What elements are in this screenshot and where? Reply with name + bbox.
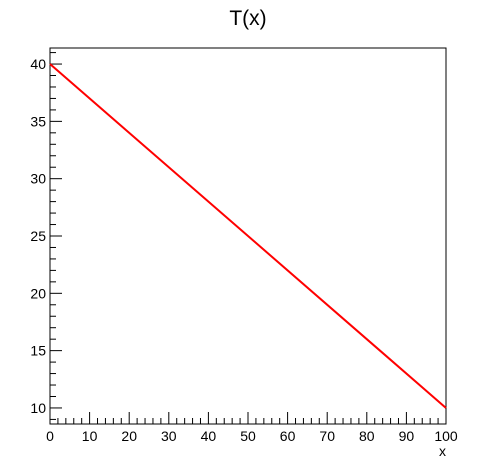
x-tick-label: 100 [434, 428, 458, 444]
y-tick-label: 20 [30, 285, 46, 301]
y-tick-label: 35 [30, 113, 46, 129]
y-tick-label: 15 [30, 343, 46, 359]
x-tick-label: 20 [121, 428, 137, 444]
x-axis: 0 10 20 30 40 50 60 70 80 90 100 [46, 412, 458, 444]
y-tick-label: 30 [30, 171, 46, 187]
x-tick-label: 90 [399, 428, 415, 444]
x-tick-label: 0 [46, 428, 54, 444]
x-axis-title: x [439, 443, 446, 459]
y-axis: 10 15 20 25 30 35 40 [30, 52, 62, 420]
series-line [49, 63, 447, 409]
y-tick-label: 10 [30, 400, 46, 416]
x-tick-label: 30 [161, 428, 177, 444]
chart-title: T(x) [229, 7, 266, 30]
y-tick-label: 25 [30, 228, 46, 244]
x-tick-label: 40 [201, 428, 217, 444]
series-layer [49, 63, 447, 409]
x-tick-label: 80 [359, 428, 375, 444]
x-tick-label: 70 [319, 428, 335, 444]
x-tick-label: 60 [280, 428, 296, 444]
y-tick-label: 40 [30, 56, 46, 72]
x-tick-label: 10 [82, 428, 98, 444]
x-tick-label: 50 [240, 428, 256, 444]
